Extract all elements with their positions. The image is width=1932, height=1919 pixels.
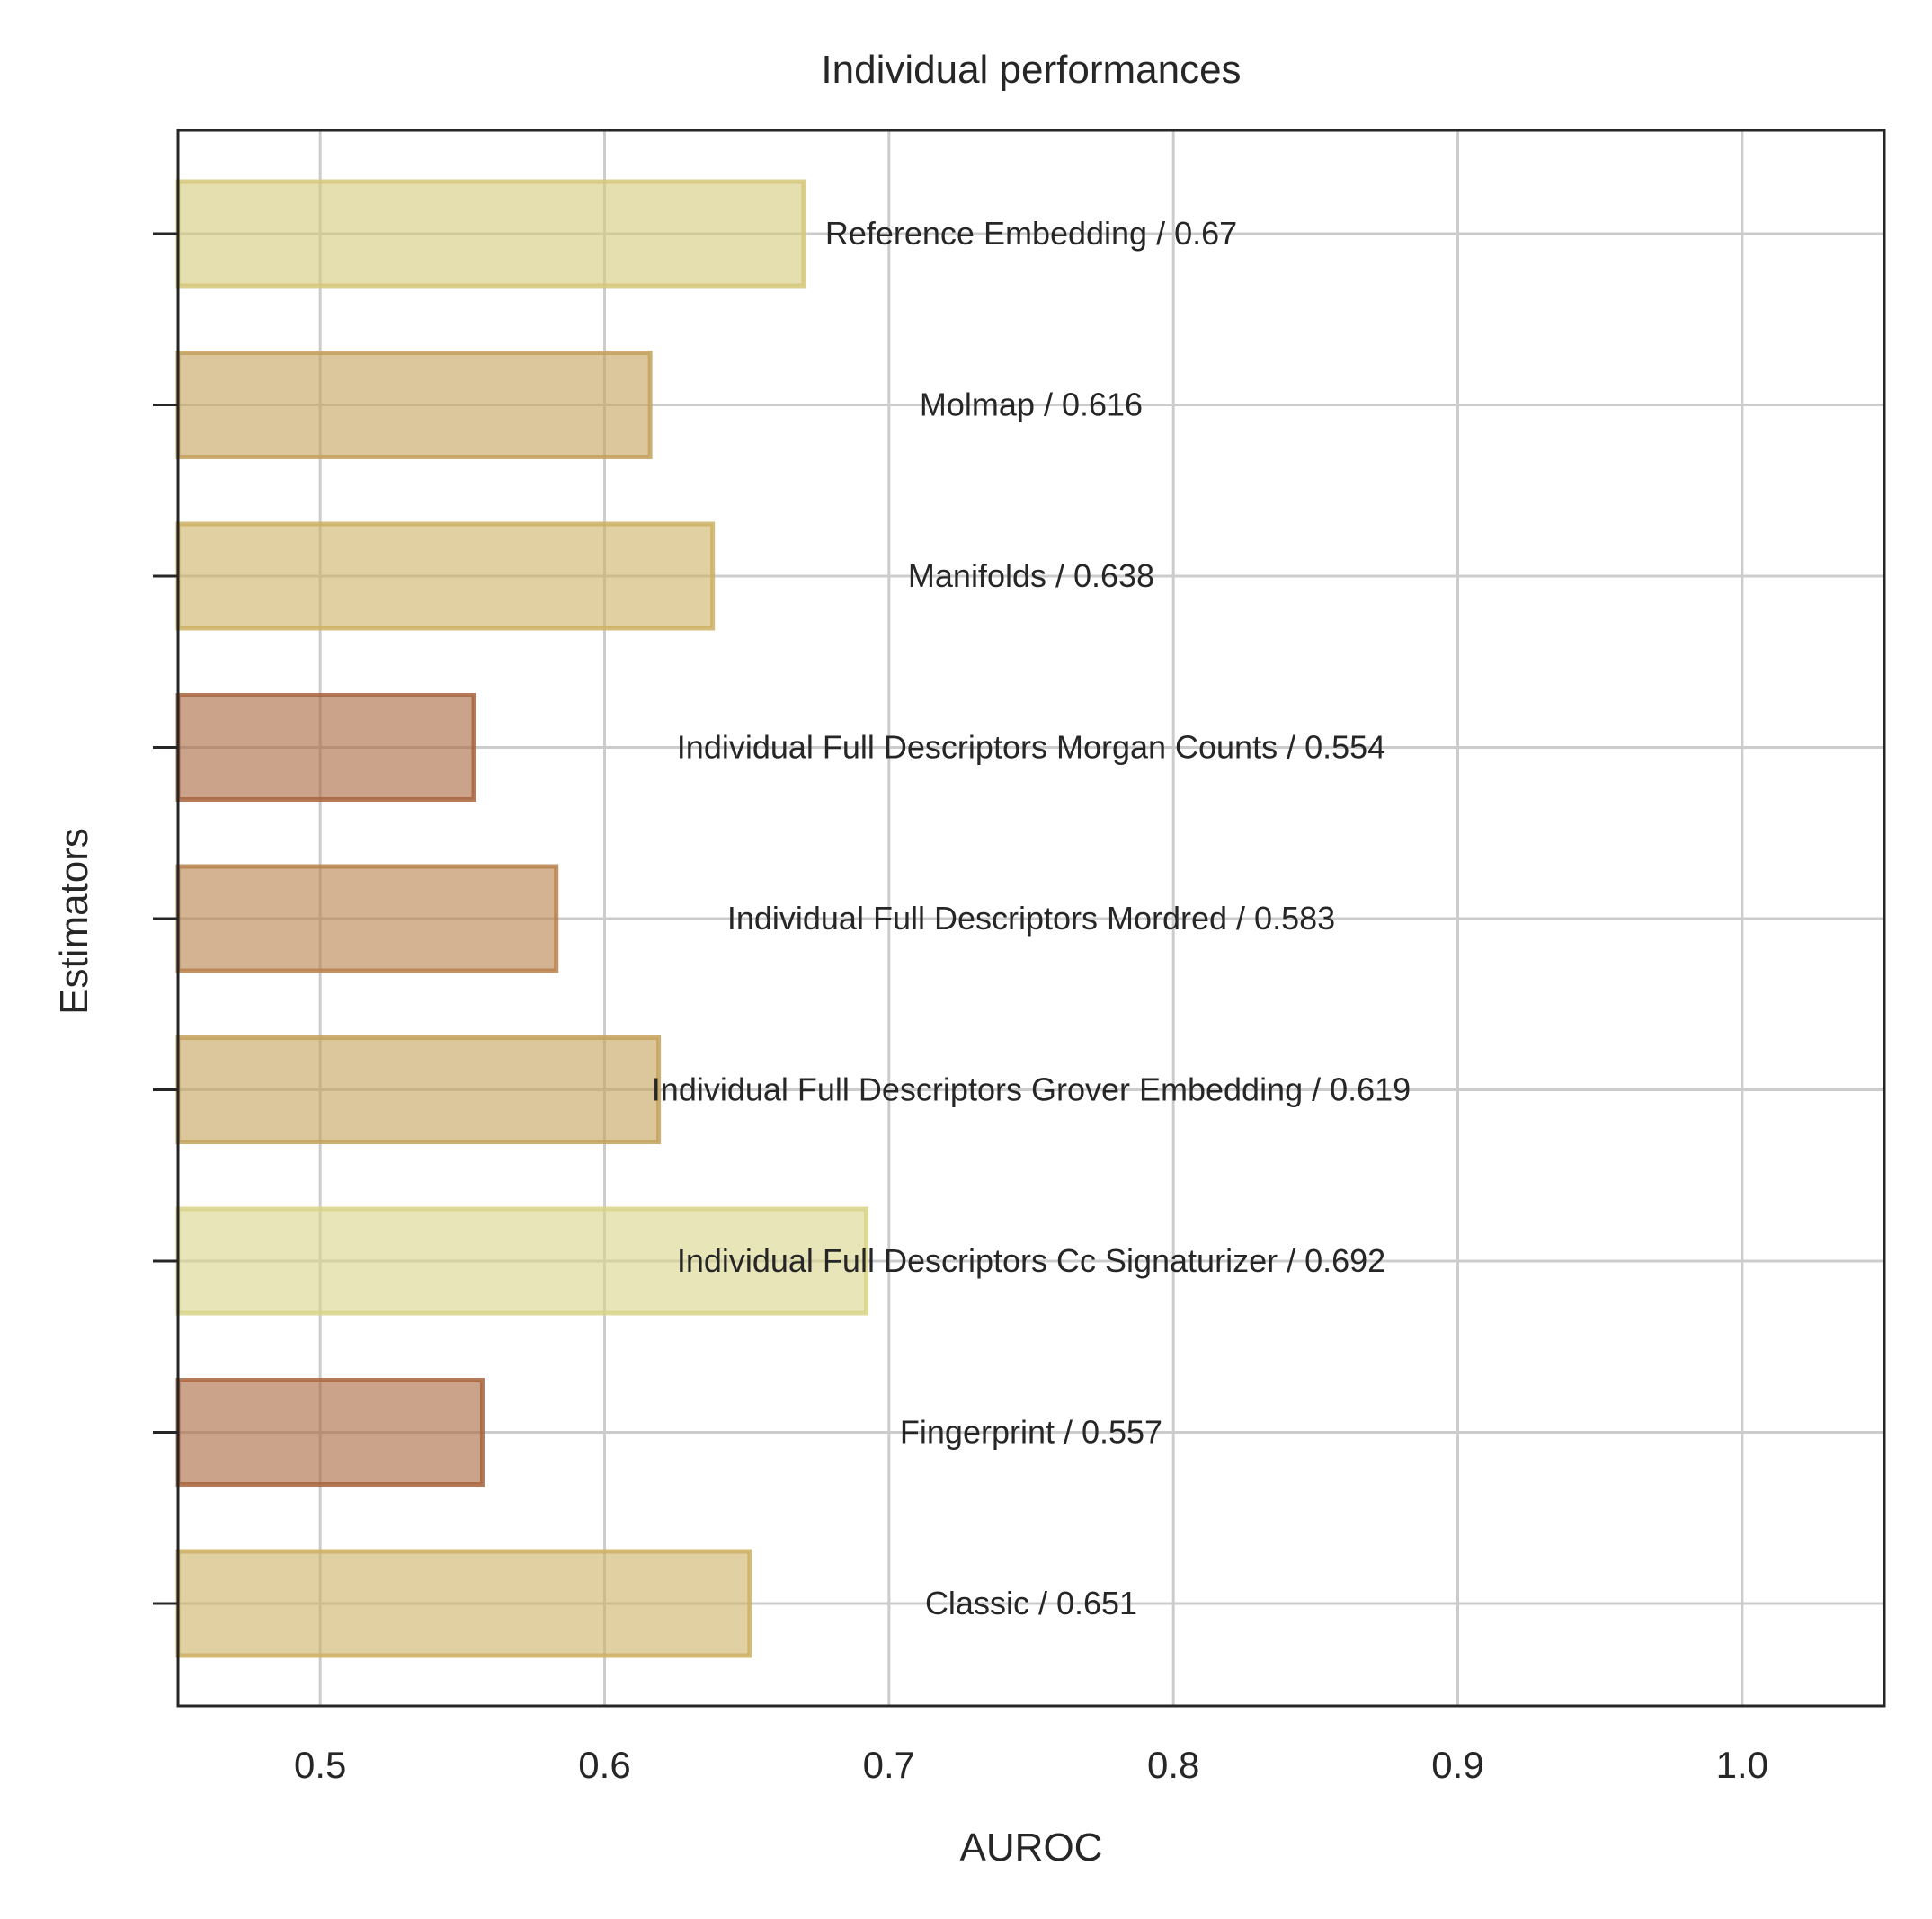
bar [175, 1378, 485, 1487]
bar-label: Individual Full Descriptors Mordred / 0.… [727, 900, 1335, 937]
bar [175, 864, 559, 973]
bar-labels: Reference Embedding / 0.67 Molmap / 0.616… [652, 215, 1411, 1621]
bar [175, 1206, 869, 1316]
x-tick-label: 0.9 [1431, 1744, 1483, 1786]
bar [175, 351, 653, 459]
bar-label: Individual Full Descriptors Cc Signaturi… [677, 1242, 1385, 1279]
bar [175, 1549, 752, 1658]
y-axis-label: Estimators [52, 828, 96, 1015]
bar-label: Reference Embedding / 0.67 [825, 215, 1237, 252]
bar [175, 521, 716, 631]
bar-label: Manifolds / 0.638 [908, 557, 1154, 594]
x-tick-label: 0.5 [294, 1744, 346, 1786]
bar [175, 1035, 662, 1144]
bar [175, 693, 476, 802]
chart-title: Individual performances [821, 48, 1241, 92]
bars [175, 179, 869, 1658]
bar [175, 179, 806, 289]
y-ticks [153, 232, 178, 1605]
bar-label: Fingerprint / 0.557 [900, 1414, 1162, 1451]
x-tick-label: 0.8 [1147, 1744, 1199, 1786]
x-tick-label: 0.6 [578, 1744, 630, 1786]
x-axis-label: AUROC [960, 1826, 1103, 1870]
x-ticks: 0.5 0.6 0.7 0.8 0.9 1.0 [294, 1744, 1768, 1786]
x-tick-label: 1.0 [1716, 1744, 1768, 1786]
x-tick-label: 0.7 [863, 1744, 915, 1786]
bar-label: Molmap / 0.616 [920, 386, 1143, 423]
bar-label: Classic / 0.651 [925, 1585, 1137, 1621]
bar-label: Individual Full Descriptors Grover Embed… [652, 1071, 1411, 1108]
bar-label: Individual Full Descriptors Morgan Count… [677, 729, 1385, 766]
